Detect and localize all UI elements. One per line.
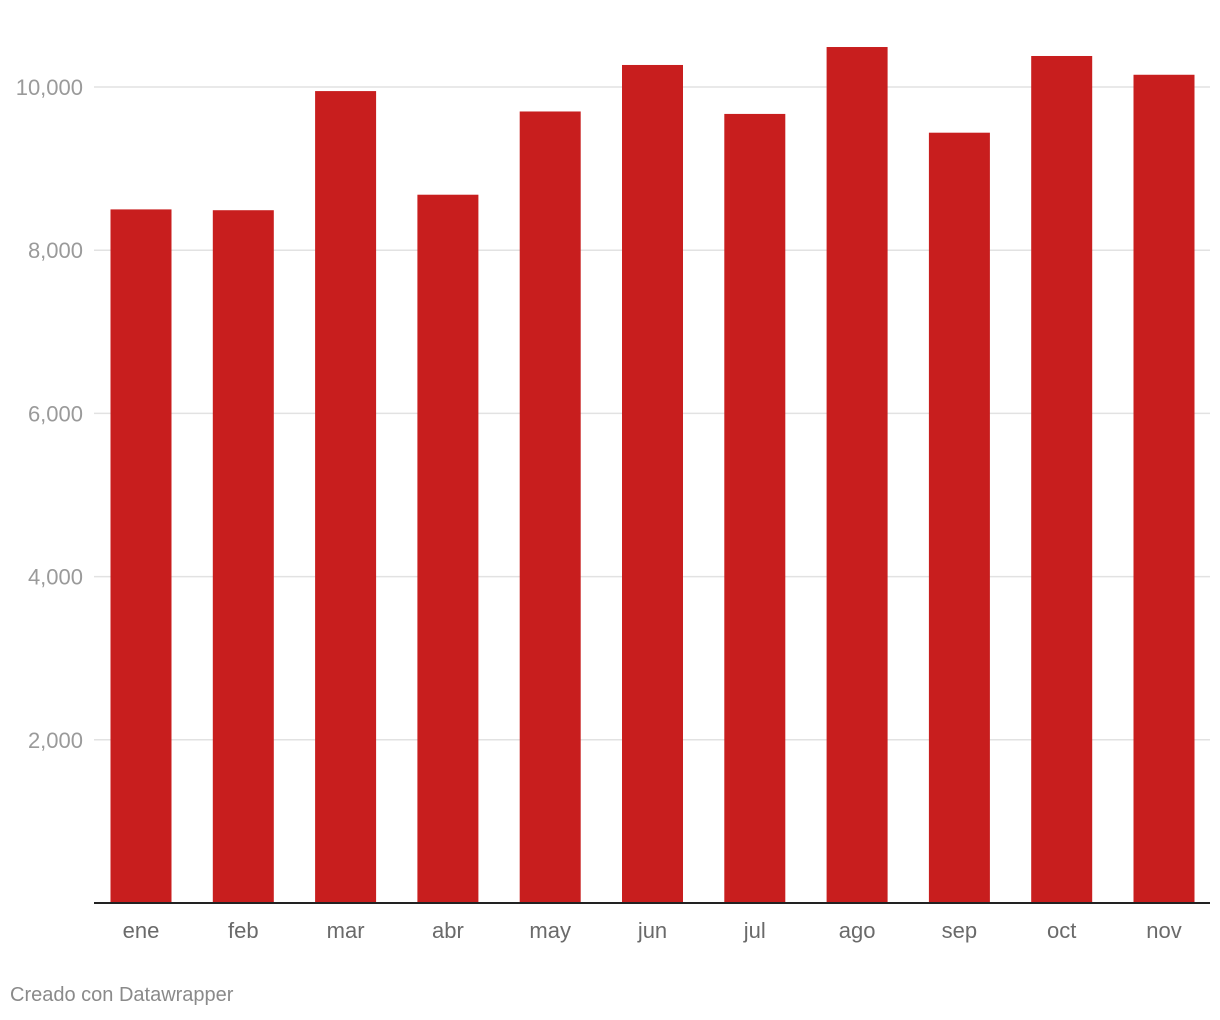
bar-may (519, 111, 581, 904)
bar-jun (622, 64, 683, 903)
bar-jul (724, 113, 786, 904)
x-tick-label-nov: nov (1146, 918, 1181, 943)
x-tick-label-oct: oct (1047, 918, 1076, 943)
x-tick-label-may: may (529, 918, 571, 943)
bar-ago (826, 47, 888, 904)
credit-text: Creado con Datawrapper (10, 984, 234, 1006)
x-tick-label-sep: sep (942, 918, 977, 943)
x-tick-label-ago: ago (839, 918, 876, 943)
bar-feb (212, 210, 274, 903)
x-axis-tick-labels: ene feb mar abr may jun jul ago sep oct nov (123, 918, 1182, 943)
bar-sep (928, 132, 990, 904)
x-tick-label-feb: feb (228, 918, 259, 943)
bars (110, 47, 1195, 904)
bar-mar (315, 91, 377, 903)
x-tick-label-jul: jul (743, 918, 766, 943)
y-tick-label: 10,000 (16, 75, 83, 100)
x-tick-label-mar: mar (327, 918, 365, 943)
y-tick-label: 8,000 (28, 238, 83, 263)
x-tick-label-jun: jun (637, 918, 667, 943)
y-axis-tick-labels: 2,000 4,000 6,000 8,000 10,000 (16, 75, 83, 753)
x-tick-label-ene: ene (123, 918, 160, 943)
y-tick-label: 2,000 (28, 728, 83, 753)
bar-abr (417, 194, 479, 903)
x-tick-label-abr: abr (432, 918, 464, 943)
y-tick-label: 6,000 (28, 401, 83, 426)
bar-chart: 2,000 4,000 6,000 8,000 10,000 ene feb mar abr m… (16, 47, 1210, 943)
bar-oct (1031, 55, 1093, 903)
bar-nov (1133, 74, 1195, 903)
bar-ene (110, 209, 172, 903)
y-tick-label: 4,000 (28, 565, 83, 590)
